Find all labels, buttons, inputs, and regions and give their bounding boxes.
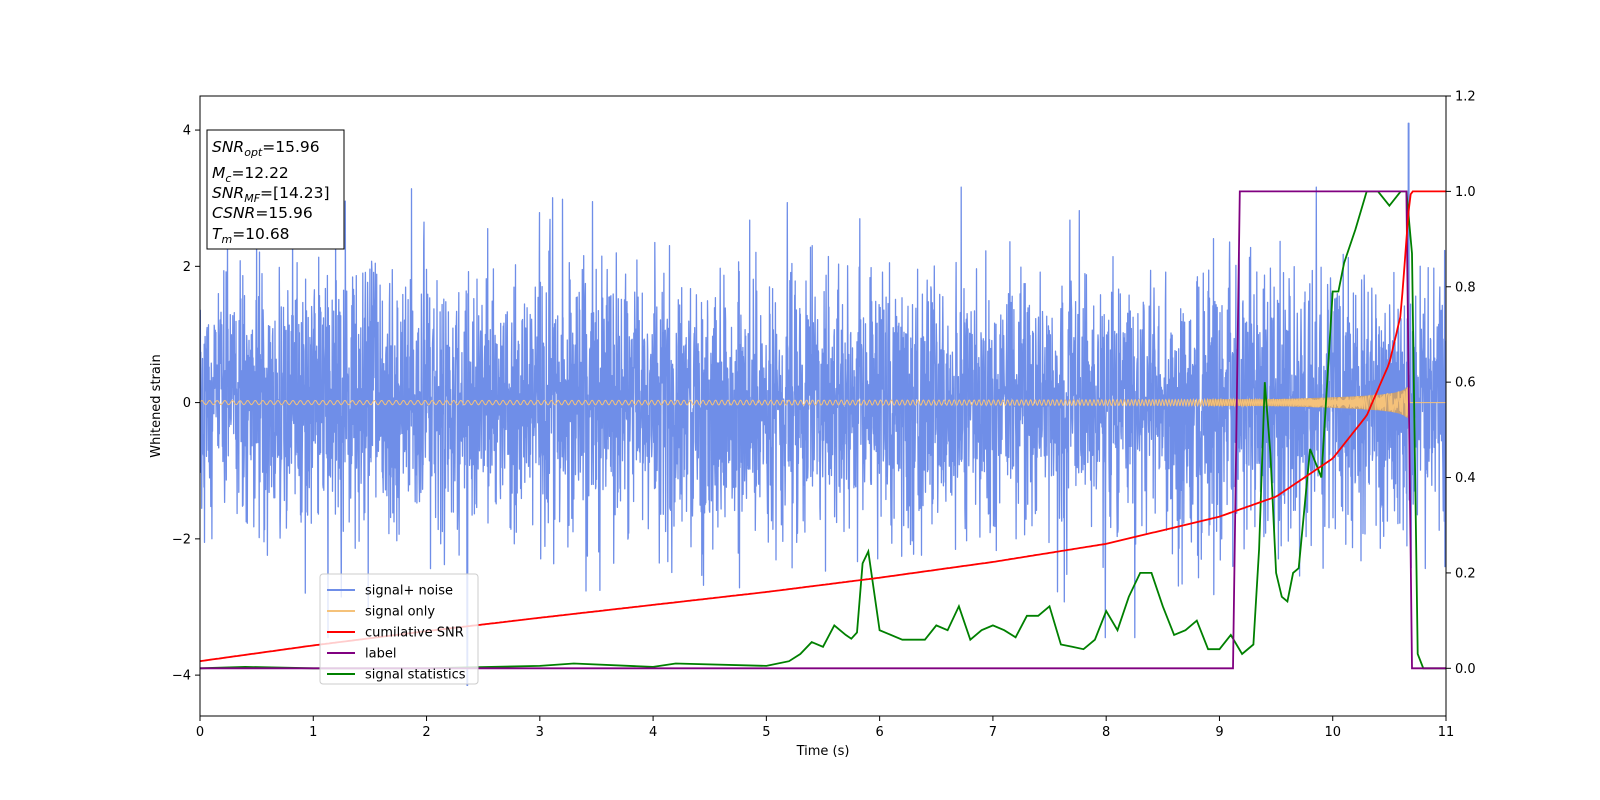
legend-entry-label: cumilative SNR (365, 626, 464, 641)
x-tick-label: 7 (989, 725, 997, 740)
legend-entry-label: label (365, 647, 396, 662)
series-signal-statistics-line (200, 190, 1446, 670)
series-label-line (200, 190, 1446, 670)
info-snr-mf: SNRMF=[14.23] (212, 184, 330, 205)
x-tick-label: 4 (649, 725, 657, 740)
y2-tick-label: 0.2 (1455, 566, 1476, 581)
x-tick-label: 9 (1215, 725, 1223, 740)
x-tick-label: 3 (536, 725, 544, 740)
y2-tick-label: 0.0 (1455, 662, 1476, 677)
info-box-frame (206, 129, 345, 250)
legend-frame (319, 573, 479, 685)
y2-tick-label: 1.0 (1455, 185, 1476, 200)
x-tick-label: 5 (762, 725, 770, 740)
legend-entry-label: signal statistics (365, 668, 466, 683)
legend-entry-label: signal+ noise (365, 584, 453, 599)
legend-entry-label: signal only (365, 605, 435, 620)
x-tick-label: 0 (196, 725, 204, 740)
y2-tick-label: 0.8 (1455, 280, 1476, 295)
y-axis-right: 0.0 0.2 0.4 0.6 0.8 1.0 1.2 (1446, 90, 1476, 677)
series-signal-noise-line (200, 122, 1446, 686)
y-tick-label: −2 (172, 532, 191, 547)
x-axis: 0 1 2 3 4 5 6 7 8 9 10 11 (196, 716, 1454, 740)
x-tick-label: 2 (422, 725, 430, 740)
y2-tick-label: 0.6 (1455, 376, 1476, 391)
x-tick-label: 1 (309, 725, 317, 740)
legend: signal+ noise signal only cumilative SNR la… (319, 573, 479, 685)
plot-frame (199, 95, 1447, 717)
x-tick-label: 6 (875, 725, 883, 740)
x-tick-label: 10 (1324, 725, 1341, 740)
y2-tick-label: 1.2 (1455, 90, 1476, 105)
y-tick-label: 0 (183, 396, 191, 411)
y-tick-label: 2 (183, 260, 191, 275)
info-snr-opt: SNRopt=15.96 (212, 138, 320, 159)
x-tick-label: 8 (1102, 725, 1110, 740)
y-tick-label: −4 (172, 669, 191, 684)
y-axis-left: −4 −2 0 2 4 (172, 124, 200, 684)
y-tick-label: 4 (183, 124, 191, 139)
info-chirp-mass: Mc=12.22 (212, 164, 289, 185)
info-box: SNRopt=15.96 Mc=12.22 SNRMF=[14.23] CSNR… (206, 129, 345, 250)
x-tick-label: 11 (1438, 725, 1455, 740)
x-axis-label: Time (s) (796, 744, 850, 759)
y-axis-label: Whitened strain (149, 354, 164, 457)
y2-tick-label: 0.4 (1455, 471, 1476, 486)
info-csnr: CSNR=15.96 (212, 204, 313, 222)
info-merger-time: Tm=10.68 (212, 225, 290, 246)
series-signal-only-line (200, 386, 1446, 418)
